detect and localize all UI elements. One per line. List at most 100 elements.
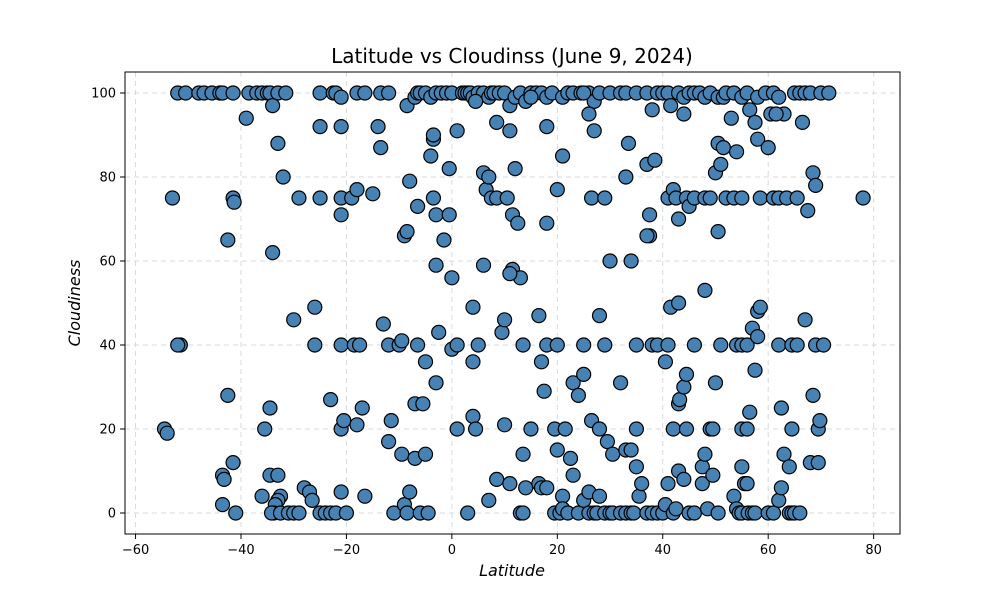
data-point (557, 421, 573, 437)
data-point (410, 337, 426, 353)
data-point (467, 93, 484, 110)
data-point (312, 190, 328, 206)
data-point (333, 118, 349, 135)
data-point (605, 446, 621, 462)
y-tick-label: 0 (108, 507, 116, 522)
data-point (670, 211, 687, 227)
data-point (238, 110, 254, 126)
plot-frame (124, 71, 901, 535)
data-point (228, 505, 244, 521)
data-point (338, 505, 355, 521)
data-point (742, 102, 758, 118)
data-point (336, 413, 352, 429)
data-point (460, 505, 476, 521)
data-point (623, 442, 639, 458)
data-point (639, 228, 655, 244)
data-point (265, 245, 281, 261)
data-point (620, 135, 637, 151)
data-point (307, 337, 323, 353)
data-point (270, 467, 286, 483)
data-point (278, 85, 294, 101)
data-point (399, 505, 415, 521)
data-point (660, 476, 676, 492)
data-point (565, 375, 581, 391)
data-point (441, 161, 457, 177)
data-point (773, 480, 789, 496)
data-point (794, 114, 811, 131)
data-point (470, 337, 486, 353)
data-point (496, 417, 513, 433)
data-point (394, 333, 410, 349)
data-point (444, 270, 460, 286)
data-point (808, 177, 824, 193)
data-point (771, 492, 787, 508)
data-point (773, 400, 789, 416)
data-point (216, 471, 232, 487)
data-point (810, 455, 826, 471)
data-point (750, 329, 766, 345)
data-point (713, 337, 729, 353)
y-tick-label: 40 (99, 339, 116, 354)
data-point (425, 190, 442, 206)
data-point (705, 467, 721, 483)
data-point (441, 207, 457, 223)
data-point (436, 232, 452, 248)
data-point (562, 450, 579, 466)
data-point (159, 425, 175, 441)
data-point (586, 123, 602, 139)
data-point (428, 207, 444, 223)
data-point (726, 488, 742, 504)
data-point (771, 89, 787, 105)
data-point (647, 152, 663, 168)
data-point (623, 253, 639, 269)
data-point (618, 169, 634, 185)
data-point (515, 446, 531, 462)
data-point (523, 89, 539, 105)
data-point (789, 337, 805, 353)
data-point (678, 366, 695, 382)
data-point (518, 480, 534, 496)
data-point (523, 421, 539, 437)
data-point (515, 505, 531, 521)
data-point (375, 316, 391, 332)
data-point (549, 337, 565, 353)
data-point (599, 434, 615, 450)
data-point (549, 182, 565, 198)
data-point (417, 446, 434, 462)
data-point (402, 173, 418, 189)
data-point (225, 85, 241, 101)
data-point (417, 354, 434, 370)
data-point (539, 215, 555, 231)
data-point (750, 131, 766, 147)
data-point (768, 106, 784, 122)
data-point (663, 97, 679, 114)
data-point (723, 110, 739, 126)
data-point (220, 387, 236, 403)
data-point (496, 312, 513, 328)
x-tick-label: 60 (760, 543, 777, 558)
data-point (333, 207, 349, 223)
data-point (291, 505, 307, 521)
y-tick-label: 100 (91, 87, 116, 102)
data-point (812, 413, 828, 429)
data-point (494, 324, 510, 340)
data-point (381, 85, 397, 101)
data-point (449, 337, 465, 353)
data-point (797, 312, 813, 328)
data-point (323, 392, 339, 408)
data-point (855, 190, 871, 206)
data-point (672, 392, 688, 408)
x-tick-label: −60 (122, 543, 149, 558)
data-point (226, 194, 242, 210)
data-point (262, 400, 278, 416)
data-point (178, 85, 194, 101)
data-point (702, 190, 718, 206)
data-point (402, 484, 418, 500)
data-point (634, 476, 650, 492)
data-point (781, 459, 797, 475)
data-point (668, 501, 684, 517)
data-point (357, 85, 373, 101)
data-point (628, 421, 644, 437)
data-point (465, 299, 481, 315)
data-point (805, 165, 821, 181)
